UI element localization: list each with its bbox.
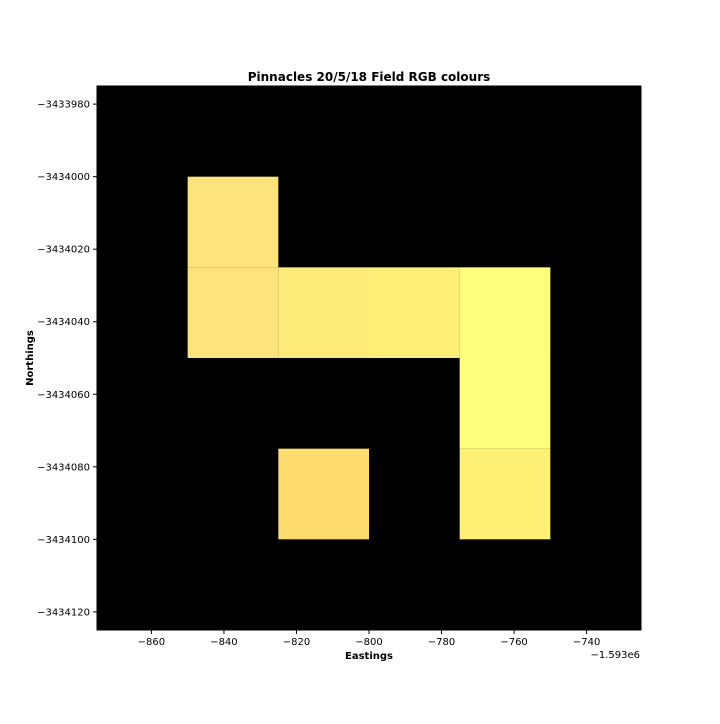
y-tick-label: −3434100	[37, 535, 90, 546]
x-axis: −860 −840 −820 −800 −780 −760 −740	[138, 630, 600, 648]
x-tick-label: −760	[500, 637, 527, 648]
x-tick-label: −820	[283, 637, 310, 648]
heatmap-cell-3	[369, 267, 460, 358]
heatmap-cell-7	[278, 448, 369, 540]
chart-title: Pinnacles 20/5/18 Field RGB colours	[248, 70, 491, 84]
x-tick-label: −860	[138, 637, 165, 648]
heatmap-cell-6	[459, 448, 551, 540]
x-axis-offset-label: −1.593e6	[590, 650, 640, 661]
y-tick-label: −3433980	[37, 100, 90, 111]
x-tick-label: −780	[428, 637, 455, 648]
y-tick-label: −3434120	[37, 607, 90, 618]
y-tick-label: −3434000	[37, 172, 90, 183]
x-axis-label: Eastings	[345, 651, 393, 662]
heatmap-cell-0	[187, 176, 279, 268]
heatmap-cell-5	[459, 358, 551, 449]
y-tick-label: −3434040	[37, 317, 90, 328]
y-tick-label: −3434080	[37, 462, 90, 473]
heatmap-cells	[187, 176, 551, 540]
y-axis-label: Northings	[25, 330, 36, 386]
heatmap-cell-2	[278, 267, 369, 358]
y-tick-label: −3434020	[37, 245, 90, 256]
y-tick-label: −3434060	[37, 390, 90, 401]
x-tick-label: −840	[210, 637, 237, 648]
x-tick-label: −740	[573, 637, 600, 648]
heatmap-cell-1	[187, 267, 279, 358]
y-axis: −3433980 −3434000 −3434020 −3434040 −3434060…	[37, 100, 97, 618]
heatmap-cell-4	[459, 267, 551, 358]
x-tick-label: −800	[355, 637, 382, 648]
